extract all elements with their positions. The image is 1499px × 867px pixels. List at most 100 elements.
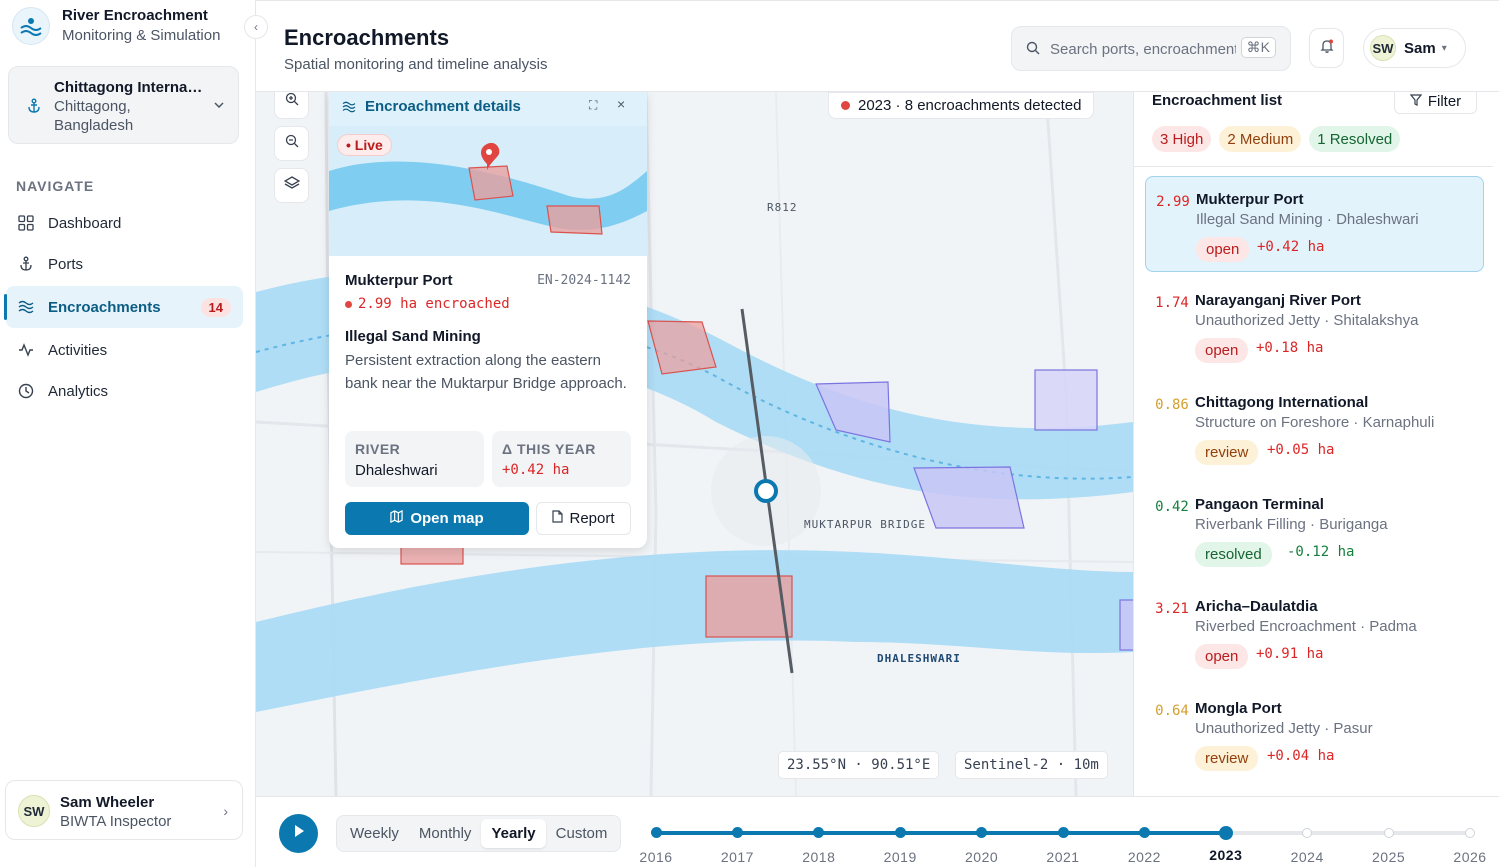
mode-custom[interactable]: Custom	[555, 825, 608, 842]
item-delta: -0.12 ha	[1287, 544, 1355, 560]
close-icon[interactable]: ×	[617, 96, 626, 112]
user-role: BIWTA Inspector	[60, 813, 172, 830]
timeline-year-2022[interactable]	[1138, 827, 1150, 838]
list-item[interactable]: 0.64 Mongla Port Unauthorized Jetty · Pa…	[1145, 686, 1484, 782]
detection-status-text: 2023 · 8 encroachments detected	[858, 97, 1082, 114]
port-selector[interactable]: Chittagong Interna… Chittagong, Banglade…	[8, 66, 239, 144]
timeline-year-2019[interactable]	[894, 827, 906, 838]
avatar: SW	[18, 795, 50, 827]
document-icon	[552, 510, 564, 527]
layers-button[interactable]	[274, 168, 309, 203]
timeline-bar: Weekly Monthly Yearly Custom 2016 2017 201…	[256, 796, 1499, 867]
river-stat-label: RIVER	[355, 441, 401, 457]
timeline-year-2025[interactable]	[1383, 828, 1394, 838]
medium-count-chip[interactable]: 2 Medium	[1219, 126, 1302, 152]
open-map-button[interactable]: Open map	[345, 502, 529, 535]
panel-title: Encroachment list	[1152, 92, 1283, 109]
timeline-year-2024[interactable]	[1302, 828, 1313, 838]
collapse-sidebar-button[interactable]: ‹	[244, 15, 268, 39]
timeline-mode-selector: Weekly Monthly Yearly Custom	[336, 815, 622, 852]
resolved-count-chip[interactable]: 1 Resolved	[1309, 126, 1401, 152]
item-delta: +0.05 ha	[1267, 442, 1335, 458]
notifications-button[interactable]	[1309, 28, 1344, 68]
timeline-year-label: 2021	[1046, 849, 1080, 865]
count-badge: 14	[200, 297, 231, 317]
search-input[interactable]	[1050, 38, 1236, 60]
timeline-year-label: 2024	[1290, 849, 1324, 865]
severity-score: 0.86	[1155, 397, 1189, 413]
item-delta: +0.91 ha	[1256, 646, 1324, 662]
encroachment-details-card: Encroachment details ⛶ × • Live Mukterpu…	[329, 92, 647, 548]
user-name: Sam Wheeler	[60, 794, 155, 811]
sidebar-item-analytics[interactable]: Analytics	[6, 370, 243, 412]
severity-chips: 3 High 2 Medium 1 Resolved	[1152, 126, 1401, 152]
expand-icon[interactable]: ⛶	[589, 98, 598, 112]
zoom-in-button[interactable]	[274, 92, 309, 119]
item-delta: +0.04 ha	[1267, 748, 1335, 764]
sidebar-item-encroachments[interactable]: Encroachments 14	[4, 286, 243, 328]
list-item[interactable]: 1.74 Narayanganj River Port Unauthorized…	[1145, 278, 1484, 374]
item-subtitle: Unauthorized Jetty · Pasur	[1195, 720, 1373, 737]
location-thumbnail: • Live	[329, 126, 647, 256]
zoom-out-button[interactable]	[274, 126, 309, 161]
timeline-year-2018[interactable]	[813, 827, 825, 838]
sidebar-item-activities[interactable]: Activities	[6, 329, 243, 371]
severity-score: 3.21	[1155, 601, 1189, 617]
timeline-progress	[656, 831, 1226, 835]
item-subtitle: Riverbank Filling · Buriganga	[1195, 516, 1388, 533]
timeline-year-2026[interactable]	[1465, 828, 1475, 838]
item-subtitle: Structure on Foreshore · Karnaphuli	[1195, 414, 1435, 431]
list-item[interactable]: 3.21 Aricha–Daulatdia Riverbed Encroachm…	[1145, 584, 1484, 680]
mode-monthly[interactable]: Monthly	[418, 825, 472, 842]
sidebar-item-dashboard[interactable]: Dashboard	[6, 202, 243, 244]
item-delta: +0.42 ha	[1257, 239, 1325, 255]
play-button[interactable]	[279, 814, 318, 853]
status-badge: open	[1195, 338, 1249, 363]
status-dot	[345, 301, 352, 308]
item-name: Aricha–Daulatdia	[1195, 598, 1318, 615]
encroached-area-text: 2.99 ha encroached	[358, 296, 510, 312]
mode-yearly[interactable]: Yearly	[481, 819, 546, 848]
report-button[interactable]: Report	[536, 502, 631, 535]
river-stat-value: Dhaleshwari	[355, 462, 438, 479]
timeline-year-2016[interactable]	[650, 827, 662, 838]
list-item[interactable]: 0.42 Pangaon Terminal Riverbank Filling …	[1145, 482, 1484, 578]
search-shortcut: ⌘K	[1240, 37, 1276, 58]
search-box[interactable]: ⌘K	[1011, 26, 1291, 71]
timeline-year-2023[interactable]	[1218, 825, 1233, 840]
waves-icon	[342, 100, 356, 118]
user-card[interactable]: SW Sam Wheeler BIWTA Inspector ›	[5, 780, 243, 840]
details-title: Encroachment details	[365, 98, 521, 115]
sidebar-item-ports[interactable]: Ports	[6, 243, 243, 285]
user-menu-button[interactable]: SW Sam ▾	[1363, 28, 1466, 68]
severity-score: 0.64	[1155, 703, 1189, 719]
river-label: DHALESHWARI	[877, 652, 961, 665]
waves-icon	[16, 300, 36, 314]
timeline-year-label: 2026	[1453, 849, 1487, 865]
high-count-chip[interactable]: 3 High	[1152, 126, 1212, 152]
search-icon	[1026, 41, 1040, 60]
chevron-right-icon: ›	[223, 803, 228, 819]
list-item[interactable]: 0.86 Chittagong International Structure …	[1145, 380, 1484, 476]
delta-stat-value: +0.42 ha	[502, 462, 570, 478]
timeline-year-2017[interactable]	[731, 827, 743, 838]
filter-icon	[1409, 93, 1423, 110]
list-item[interactable]: 2.99 Mukterpur Port Illegal Sand Mining …	[1145, 176, 1484, 272]
avatar: SW	[1370, 35, 1396, 61]
filter-button[interactable]: Filter	[1394, 92, 1477, 114]
timeline-year-2020[interactable]	[976, 827, 988, 838]
brand[interactable]: River Encroachment Monitoring & Simulati…	[12, 6, 220, 46]
timeline-year-2021[interactable]	[1057, 827, 1069, 838]
status-badge: open	[1196, 237, 1250, 262]
sidebar-item-label: Encroachments	[48, 298, 161, 316]
map-view[interactable]: R812 MUKTARPUR BRIDGE DHALESHWARI 2023 ·…	[256, 92, 1133, 796]
encroached-area: 2.99 ha encroached	[345, 296, 510, 312]
sidebar: River Encroachment Monitoring & Simulati…	[0, 0, 268, 867]
mode-weekly[interactable]: Weekly	[350, 825, 399, 842]
sidebar-item-label: Activities	[48, 341, 108, 359]
selected-port-name: Chittagong Interna…	[54, 79, 203, 96]
bell-icon	[1319, 38, 1335, 59]
encroachment-id: EN-2024-1142	[537, 273, 631, 288]
river-logo-icon	[12, 7, 50, 45]
anchor-icon	[16, 256, 36, 272]
